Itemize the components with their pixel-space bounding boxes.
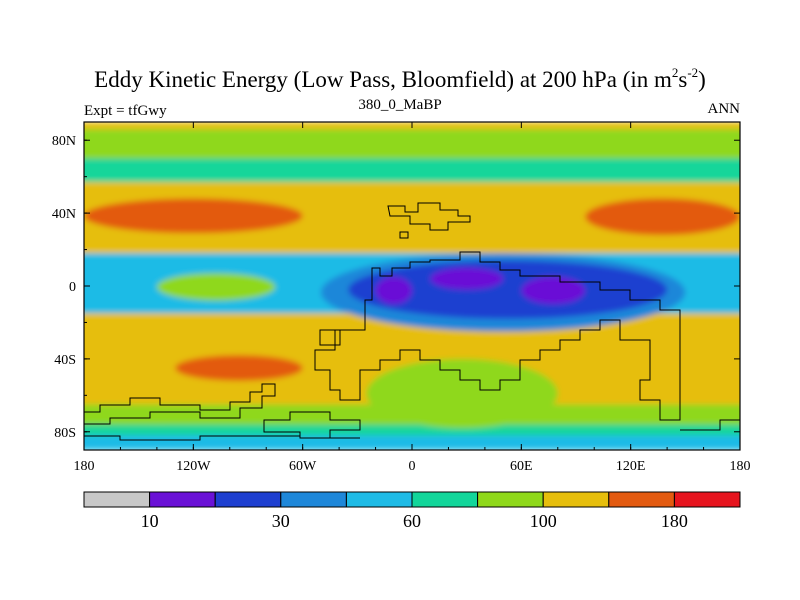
y-tick-label: 0: [69, 280, 76, 295]
field-blob-2: [175, 355, 303, 381]
ekе-field: [84, 122, 740, 450]
coastlines: [84, 202, 740, 441]
field-blob-10: [84, 404, 230, 425]
field-blob-5: [375, 276, 412, 305]
x-tick-label: 60W: [289, 459, 317, 474]
colorbar-label: 100: [530, 511, 557, 531]
axes: 180 120W 60W 0 60E 120E 180 80N 40N 0 40S 80S: [52, 122, 751, 474]
field-blob-8: [156, 273, 276, 301]
x-tick-label: 120E: [616, 459, 646, 474]
x-tick-label: 120W: [176, 459, 211, 474]
field-band-2: [84, 158, 740, 183]
field-band-7: [84, 424, 740, 436]
field-smoothed: [84, 122, 740, 450]
field-blob-7: [521, 276, 586, 305]
colorbar-box: [149, 491, 216, 508]
y-tick-label: 40S: [54, 353, 76, 368]
colorbar-box: [83, 491, 151, 508]
y-tick-label: 80S: [54, 426, 76, 441]
colorbar-box: [673, 491, 741, 508]
colorbar-box: [345, 491, 413, 508]
period-label: 380_0_MaBP: [358, 97, 442, 113]
colorbar-box: [214, 491, 282, 508]
colorbar-label: 30: [272, 511, 290, 531]
field-band-1: [84, 129, 740, 159]
field-blob-4: [348, 260, 668, 319]
x-tick-label: 60E: [510, 459, 533, 474]
colorbar-label: 60: [403, 511, 421, 531]
colorbar-box: [608, 491, 675, 508]
x-tick-label: 180: [730, 459, 751, 474]
chart-title: Eddy Kinetic Energy (Low Pass, Bloomfiel…: [94, 65, 706, 92]
field-blob-0: [84, 198, 303, 234]
colorbar-label: 180: [661, 511, 688, 531]
colorbar-box: [542, 491, 610, 508]
field-blob-6: [430, 267, 504, 290]
colorbar-box: [280, 491, 347, 508]
colorbar: 10 30 60 100 180: [83, 491, 741, 531]
y-tick-label: 40N: [52, 207, 76, 222]
field-band-8: [84, 435, 740, 450]
colorbar-label: 10: [141, 511, 159, 531]
y-tick-label: 80N: [52, 134, 76, 149]
colorbar-box: [477, 491, 544, 508]
colorbar-box: [411, 491, 479, 508]
x-tick-label: 180: [74, 459, 95, 474]
season-label: ANN: [707, 101, 741, 117]
field-blob-1: [585, 198, 740, 235]
field-blob-9: [366, 358, 558, 429]
x-tick-label: 0: [409, 459, 416, 474]
experiment-label: Expt = tfGwy: [84, 103, 167, 119]
